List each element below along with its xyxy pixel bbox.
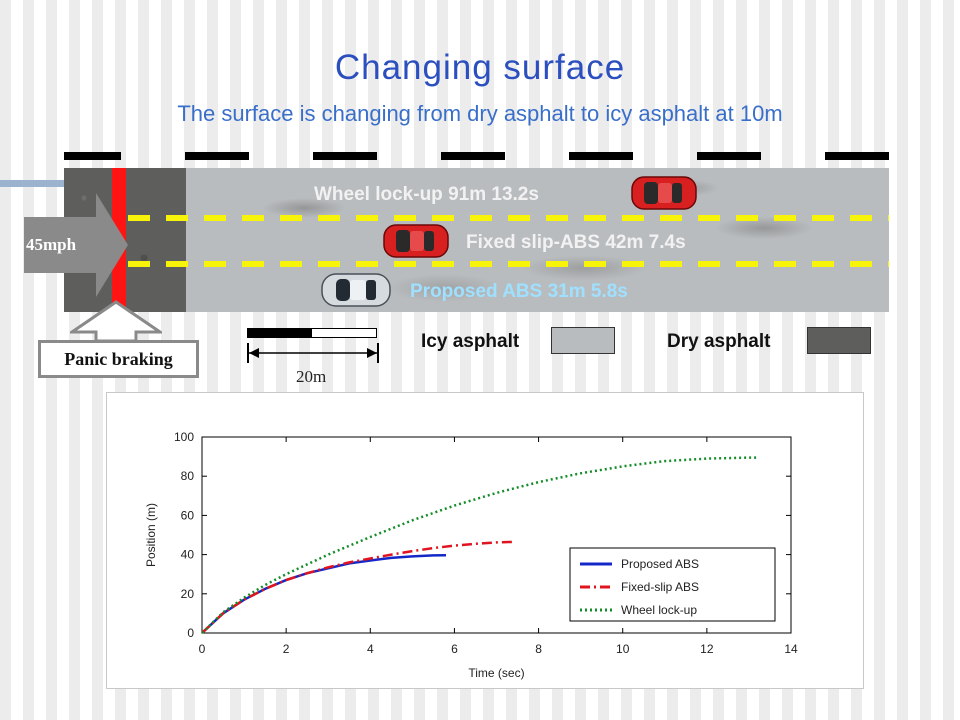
legend-entry: Proposed ABS (621, 557, 699, 571)
x-tick-label: 4 (367, 642, 374, 656)
chart-canvas: 0 2 4 6 8 10 12 14 0 20 40 60 80 100 Time (sec) Posit… (144, 430, 798, 680)
panic-braking-label: Panic braking (38, 340, 199, 378)
lane-marking-upper (128, 215, 889, 221)
x-tick-label: 0 (199, 642, 206, 656)
slide-title: Changing surface (334, 48, 626, 87)
x-tick-label: 14 (784, 642, 798, 656)
y-axis-label: Position (m) (144, 503, 158, 567)
legend-entry: Fixed-slip ABS (621, 580, 699, 594)
decorative-rule (0, 180, 66, 187)
panic-arrow-icon (70, 300, 162, 342)
scale-span-icon (247, 343, 379, 363)
chart-legend: Proposed ABS Fixed-slip ABS Wheel lock-up (569, 547, 776, 622)
road-surface: Wheel lock-up 91m 13.2s Fixed slip-ABS 4… (64, 168, 889, 312)
y-tick-label: 0 (187, 626, 194, 640)
y-tick-label: 100 (174, 430, 194, 444)
speed-arrow-icon (24, 193, 128, 297)
distance-scale-bar (247, 328, 377, 338)
legend-entry: Wheel lock-up (621, 603, 697, 617)
wheel-lockup-label: Wheel lock-up 91m 13.2s (314, 184, 539, 205)
series-line-fixed-slip-abs (201, 540, 514, 634)
y-tick-label: 60 (181, 508, 195, 522)
series-line-proposed-abs (201, 553, 447, 634)
y-tick-label: 20 (181, 587, 195, 601)
position-time-chart: 0 2 4 6 8 10 12 14 0 20 40 60 80 100 Time (sec) Posit… (106, 392, 864, 689)
x-tick-label: 10 (616, 642, 630, 656)
y-tick-label: 40 (181, 548, 195, 562)
slide-subtitle: The surface is changing from dry asphalt… (177, 101, 783, 126)
icy-asphalt-label: Icy asphalt (421, 331, 520, 352)
dry-asphalt-swatch (807, 327, 871, 354)
speed-label: 45mph (26, 235, 77, 254)
proposed-abs-label: Proposed ABS 31m 5.8s (410, 281, 628, 302)
car-icon-proposed-abs (321, 273, 391, 307)
x-tick-label: 6 (451, 642, 458, 656)
x-tick-label: 2 (283, 642, 290, 656)
x-tick-label: 12 (700, 642, 714, 656)
car-icon-fixed-slip (383, 224, 449, 258)
scale-label: 20m (296, 367, 327, 386)
road-edge-stripe (64, 152, 889, 160)
x-axis-label: Time (sec) (468, 666, 524, 680)
y-tick-label: 80 (181, 469, 195, 483)
series-line-wheel-lock-up (201, 456, 758, 634)
fixed-slip-label: Fixed slip-ABS 42m 7.4s (466, 232, 686, 253)
dry-asphalt-label: Dry asphalt (667, 331, 771, 352)
plot-area-frame (201, 436, 792, 634)
car-icon-wheel-lockup (631, 176, 697, 210)
legend-box (569, 547, 776, 622)
x-tick-label: 8 (535, 642, 542, 656)
icy-asphalt-swatch (551, 327, 615, 354)
lane-marking-lower (128, 261, 889, 267)
